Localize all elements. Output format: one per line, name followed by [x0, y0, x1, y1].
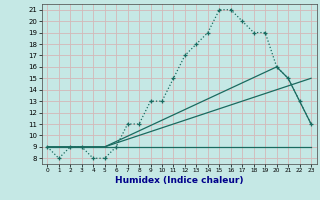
X-axis label: Humidex (Indice chaleur): Humidex (Indice chaleur)	[115, 176, 244, 185]
